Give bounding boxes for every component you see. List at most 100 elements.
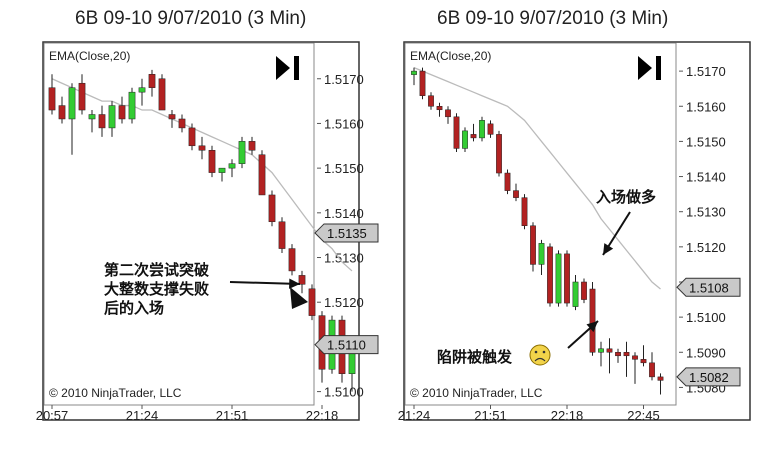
x-tick-label: 22:18 [551, 408, 584, 423]
bear-candle [445, 109, 451, 118]
copyright-label: © 2010 NinjaTrader, LLC [49, 386, 182, 400]
x-tick-label: 22:18 [306, 408, 339, 423]
chart-title-left: 6B 09-10 9/07/2010 (3 Min) [75, 8, 307, 29]
bear-candle [278, 221, 286, 249]
x-tick-label: 21:24 [126, 408, 159, 423]
annotation-trap-text: 陷阱被触发 [437, 348, 513, 366]
bull-candle [68, 87, 76, 120]
bear-candle [606, 348, 613, 353]
bull-candle [572, 281, 579, 307]
plot-area [404, 42, 677, 406]
bear-candle [419, 70, 426, 96]
bear-candle [547, 246, 553, 304]
bear-candle [504, 172, 511, 191]
bear-candle [615, 352, 621, 357]
plot-area [43, 42, 315, 406]
y-tick-label: 1.5120 [686, 240, 726, 255]
annotation-trap-arrow-head [586, 321, 598, 333]
bear-candle [148, 74, 156, 88]
bull-candle [538, 243, 545, 265]
bear-candle [589, 288, 596, 353]
bear-candle [168, 114, 176, 120]
bear-candle [258, 154, 266, 196]
x-tick-label: 21:51 [216, 408, 249, 423]
annotation-entry-text: 第二次尝试突破 [104, 261, 209, 279]
price-badge-label: 1.5082 [689, 370, 729, 385]
price-badge-label: 1.5108 [689, 280, 729, 295]
annotation-entry-arrow-tip [290, 287, 308, 309]
bear-candle [58, 105, 66, 120]
bear-candle [657, 376, 664, 381]
bull-candle [479, 120, 485, 139]
y-tick-label: 1.5100 [686, 310, 726, 325]
copyright-label: © 2010 NinjaTrader, LLC [410, 386, 543, 400]
sad-face-eye-icon [542, 350, 546, 354]
bear-candle [288, 248, 296, 272]
chart-panel-left: EMA(Close,20) © 2010 NinjaTrader, LLC 1.51… [36, 41, 379, 423]
bear-candle [649, 362, 655, 378]
bear-candle [268, 194, 276, 223]
price-badge [314, 223, 379, 243]
bear-candle [118, 105, 126, 120]
bear-candle [496, 134, 502, 174]
bull-candle [462, 130, 468, 149]
y-tick-label: 1.5170 [686, 64, 726, 79]
bear-candle [564, 253, 570, 304]
play-bar-icon [656, 56, 661, 80]
y-tick-label: 1.5130 [324, 251, 364, 266]
bull-candle [238, 141, 246, 164]
play-bar-icon [294, 56, 299, 80]
bear-candle [623, 352, 630, 357]
bear-candle [521, 197, 528, 227]
bear-candle [198, 145, 206, 151]
bear-candle [513, 190, 519, 198]
y-tick-label: 1.5140 [324, 206, 364, 221]
bear-candle [436, 106, 443, 111]
bear-candle [188, 127, 196, 147]
bear-candle [470, 134, 477, 139]
y-tick-label: 1.5090 [686, 345, 726, 360]
bear-candle [308, 288, 316, 316]
chart-panel-right: EMA(Close,20) © 2010 NinjaTrader, LLC 1.51… [398, 41, 751, 423]
bear-candle [640, 359, 647, 364]
ema-line [413, 67, 661, 290]
price-badge [676, 367, 741, 387]
y-tick-label: 1.5160 [324, 116, 364, 131]
price-badge-label: 1.5110 [327, 338, 366, 353]
indicator-label: EMA(Close,20) [410, 49, 491, 63]
annotation-entry-text: 后的入场 [104, 299, 164, 317]
bull-candle [128, 91, 136, 120]
annotation-entry-arrow-head [289, 278, 300, 289]
bear-candle [48, 87, 56, 111]
y-tick-label: 1.5100 [324, 385, 364, 400]
play-icon [638, 56, 652, 80]
bull-candle [138, 87, 146, 93]
bear-candle [208, 150, 216, 173]
bull-candle [411, 70, 417, 75]
y-tick-label: 1.5140 [686, 170, 726, 185]
bear-candle [158, 78, 166, 111]
y-tick-label: 1.5150 [686, 134, 726, 149]
bear-candle [428, 95, 434, 107]
chart-frame [403, 41, 751, 421]
price-badge [676, 277, 741, 297]
bear-candle [248, 141, 256, 151]
bull-candle [228, 163, 236, 169]
bear-candle [453, 116, 460, 149]
bull-candle [218, 167, 226, 173]
annotation-long-text: 入场做多 [596, 188, 656, 206]
sad-face-mouth-icon [534, 357, 546, 362]
bear-candle [530, 225, 536, 265]
bear-candle [632, 355, 638, 360]
x-tick-label: 22:45 [627, 408, 660, 423]
chart-frame [42, 41, 360, 421]
bear-candle [487, 123, 494, 135]
x-tick-label: 20:57 [36, 408, 69, 423]
play-icon [276, 56, 290, 80]
annotation-long-arrow-head [603, 243, 614, 255]
bear-candle [178, 118, 186, 129]
bull-candle [88, 114, 96, 120]
y-tick-label: 1.5160 [686, 99, 726, 114]
